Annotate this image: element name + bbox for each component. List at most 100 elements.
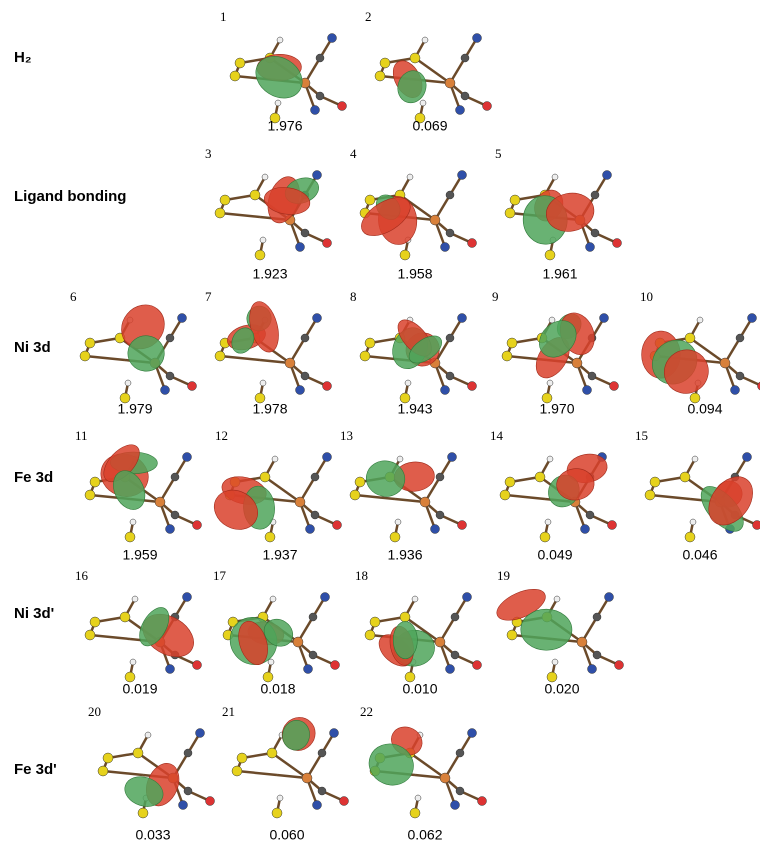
- atom: [431, 525, 440, 534]
- orbital-image: [502, 308, 619, 403]
- atom: [365, 630, 375, 640]
- occupation-number: 1.923: [252, 266, 287, 282]
- atom: [255, 250, 265, 260]
- atom: [133, 748, 143, 758]
- occupation-number: 0.069: [412, 118, 447, 134]
- row-label: H₂: [14, 49, 32, 66]
- atom: [458, 171, 467, 180]
- atom: [586, 511, 594, 519]
- atom: [603, 171, 612, 180]
- atom: [446, 372, 454, 380]
- atom: [535, 472, 545, 482]
- orbital-lobe: [363, 458, 407, 500]
- atom: [301, 372, 309, 380]
- atom: [145, 732, 151, 738]
- bond: [650, 495, 690, 499]
- atom: [184, 787, 192, 795]
- occupation-number: 0.010: [402, 681, 437, 697]
- occupation-number: 1.979: [117, 401, 152, 417]
- row-label: Ni 3d': [14, 605, 54, 622]
- atom: [420, 100, 426, 106]
- atom: [500, 490, 510, 500]
- atom: [610, 382, 619, 391]
- atom: [171, 473, 179, 481]
- atom: [410, 53, 420, 63]
- orbital-index: 3: [205, 146, 212, 161]
- atom: [458, 521, 467, 530]
- bond: [505, 495, 545, 499]
- atom: [90, 617, 100, 627]
- atom: [338, 102, 347, 111]
- atom: [193, 661, 202, 670]
- atom: [461, 92, 469, 100]
- row-label: Fe 3d': [14, 761, 57, 778]
- atom: [313, 171, 322, 180]
- atom: [370, 617, 380, 627]
- atom: [132, 596, 138, 602]
- atom: [554, 596, 560, 602]
- atom: [155, 497, 165, 507]
- atom: [161, 386, 170, 395]
- orbital-lobe: [248, 48, 310, 107]
- atom: [318, 749, 326, 757]
- atom: [277, 37, 283, 43]
- atom: [451, 613, 459, 621]
- atom: [586, 243, 595, 252]
- atom: [605, 593, 614, 602]
- atom: [588, 372, 596, 380]
- orbital-image: [350, 453, 467, 543]
- atom: [613, 239, 622, 248]
- atom: [468, 729, 477, 738]
- atom: [690, 519, 696, 525]
- atom: [125, 380, 131, 386]
- atom: [445, 78, 455, 88]
- bond: [220, 356, 260, 360]
- atom: [184, 749, 192, 757]
- orbital-image: [492, 583, 623, 682]
- atom: [183, 593, 192, 602]
- orbital-image: [85, 438, 202, 542]
- atom: [731, 386, 740, 395]
- occupation-number: 0.018: [260, 681, 295, 697]
- atom: [166, 372, 174, 380]
- atom: [478, 797, 487, 806]
- atom: [583, 386, 592, 395]
- atom: [328, 34, 337, 43]
- atom: [260, 237, 266, 243]
- atom: [235, 58, 245, 68]
- atom: [309, 613, 317, 621]
- atom: [215, 208, 225, 218]
- atom: [301, 334, 309, 342]
- atom: [608, 521, 617, 530]
- atom: [313, 801, 322, 810]
- orbital-index: 5: [495, 146, 502, 161]
- atom: [270, 596, 276, 602]
- atom: [85, 490, 95, 500]
- atom: [323, 239, 332, 248]
- atom: [323, 453, 332, 462]
- atom: [380, 58, 390, 68]
- atom: [311, 511, 319, 519]
- bond: [103, 771, 143, 775]
- atom: [321, 593, 330, 602]
- atom: [588, 665, 597, 674]
- atom: [743, 453, 752, 462]
- atom: [552, 659, 558, 665]
- bond: [90, 635, 130, 639]
- atom: [237, 753, 247, 763]
- orbital-image: [232, 711, 349, 818]
- atom: [510, 195, 520, 205]
- occupation-number: 0.020: [544, 681, 579, 697]
- atom: [85, 630, 95, 640]
- atom: [166, 665, 175, 674]
- atom: [505, 477, 515, 487]
- orbital-index: 13: [340, 428, 353, 443]
- atom: [306, 525, 315, 534]
- atom: [316, 92, 324, 100]
- atom: [395, 519, 401, 525]
- atom: [130, 659, 136, 665]
- atom: [85, 338, 95, 348]
- orbital-image: [375, 34, 492, 124]
- atom: [215, 351, 225, 361]
- atom: [340, 797, 349, 806]
